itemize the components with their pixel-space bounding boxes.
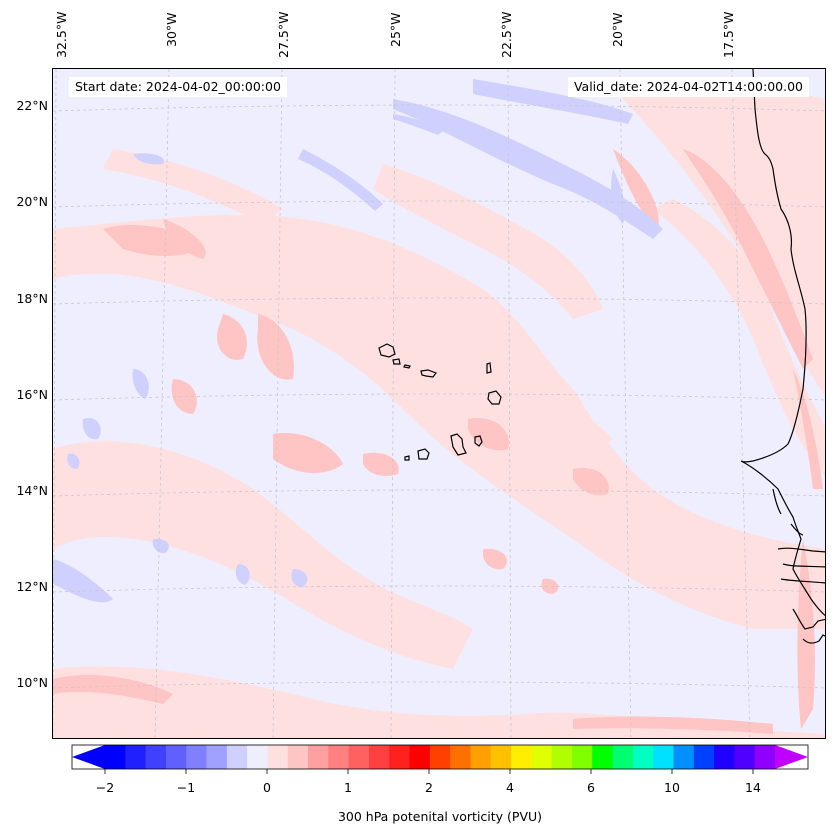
lon-label-20W: 20°W bbox=[610, 12, 625, 47]
lat-label-10N: 10°N bbox=[16, 675, 48, 690]
colorbar-tick-neg2: −2 bbox=[95, 780, 115, 795]
colorbar-segment bbox=[571, 745, 593, 769]
lon-label-32.5W: 32.5°W bbox=[54, 12, 69, 59]
colorbar-segment bbox=[145, 745, 167, 769]
colorbar-segment bbox=[389, 745, 411, 769]
colorbar-segment bbox=[125, 745, 147, 769]
colorbar-tick-1: 1 bbox=[344, 780, 352, 795]
colorbar-segment bbox=[632, 745, 654, 769]
colorbar-tick-4: 4 bbox=[506, 780, 514, 795]
valid-date-label: Valid_date: 2024-04-02T14:00:00.00 bbox=[567, 77, 809, 97]
colorbar-segment bbox=[247, 745, 269, 769]
pv-positive-light-areas bbox=[53, 84, 825, 738]
africa-coastline bbox=[740, 69, 825, 644]
colorbar-segment bbox=[592, 745, 614, 769]
lat-label-18N: 18°N bbox=[16, 291, 48, 306]
lat-label-22N: 22°N bbox=[16, 98, 48, 113]
lon-label-17.5W: 17.5°W bbox=[721, 12, 736, 59]
start-date-label: Start date: 2024-04-02_00:00:00 bbox=[69, 77, 287, 97]
lon-label-30W: 30°W bbox=[164, 12, 179, 47]
colorbar-tick-2: 2 bbox=[425, 780, 433, 795]
colorbar-tick-10: 10 bbox=[664, 780, 680, 795]
colorbar-segment bbox=[734, 745, 756, 769]
colorbar-tick-14: 14 bbox=[745, 780, 761, 795]
colorbar-extend-high bbox=[775, 745, 808, 769]
colorbar-segments bbox=[105, 745, 776, 769]
graticule-lines bbox=[53, 69, 825, 738]
colorbar-segment bbox=[653, 745, 675, 769]
colorbar-segment bbox=[754, 745, 776, 769]
colorbar-segment bbox=[450, 745, 472, 769]
colorbar-segment bbox=[308, 745, 329, 769]
lat-label-12N: 12°N bbox=[16, 579, 48, 594]
colorbar-segment bbox=[267, 745, 289, 769]
colorbar-segment bbox=[551, 745, 573, 769]
map-panel[interactable]: Start date: 2024-04-02_00:00:00 Valid_da… bbox=[52, 68, 826, 739]
colorbar-segment bbox=[470, 745, 492, 769]
colorbar-tick-neg1: −1 bbox=[176, 780, 196, 795]
colorbar-segment bbox=[511, 745, 532, 769]
lat-label-16N: 16°N bbox=[16, 387, 48, 402]
colorbar-segment bbox=[693, 745, 715, 769]
pv-negative-areas bbox=[53, 79, 663, 603]
colorbar-segment bbox=[328, 745, 350, 769]
lat-label-14N: 14°N bbox=[16, 483, 48, 498]
lon-label-22.5W: 22.5°W bbox=[499, 12, 514, 59]
colorbar-segment bbox=[612, 745, 634, 769]
colorbar-segment bbox=[409, 745, 431, 769]
colorbar-tick-6: 6 bbox=[587, 780, 595, 795]
colorbar-tick-marks bbox=[104, 769, 754, 774]
colorbar-segment bbox=[368, 745, 390, 769]
colorbar-segment bbox=[206, 745, 228, 769]
colorbar-extend-low bbox=[72, 745, 105, 769]
colorbar-segment bbox=[673, 745, 695, 769]
colorbar-segment bbox=[714, 745, 735, 769]
colorbar-segment bbox=[429, 745, 451, 769]
colorbar-segment bbox=[348, 745, 370, 769]
colorbar-segment bbox=[287, 745, 309, 769]
colorbar-segment bbox=[531, 745, 553, 769]
colorbar-segment bbox=[490, 745, 512, 769]
colorbar-label: 300 hPa potenital vorticity (PVU) bbox=[337, 809, 543, 824]
colorbar-tick-0: 0 bbox=[263, 780, 271, 795]
lon-label-25W: 25°W bbox=[388, 12, 403, 47]
colorbar-segment bbox=[186, 745, 208, 769]
pv-field-map bbox=[53, 69, 825, 738]
cabo-verde-islands bbox=[378, 343, 502, 461]
lon-label-27.5W: 27.5°W bbox=[276, 12, 291, 59]
colorbar-segment bbox=[105, 745, 126, 769]
colorbar-outline bbox=[71, 744, 809, 770]
lat-label-20N: 20°N bbox=[16, 194, 48, 209]
colorbar-segment bbox=[165, 745, 187, 769]
colorbar-segment bbox=[226, 745, 248, 769]
